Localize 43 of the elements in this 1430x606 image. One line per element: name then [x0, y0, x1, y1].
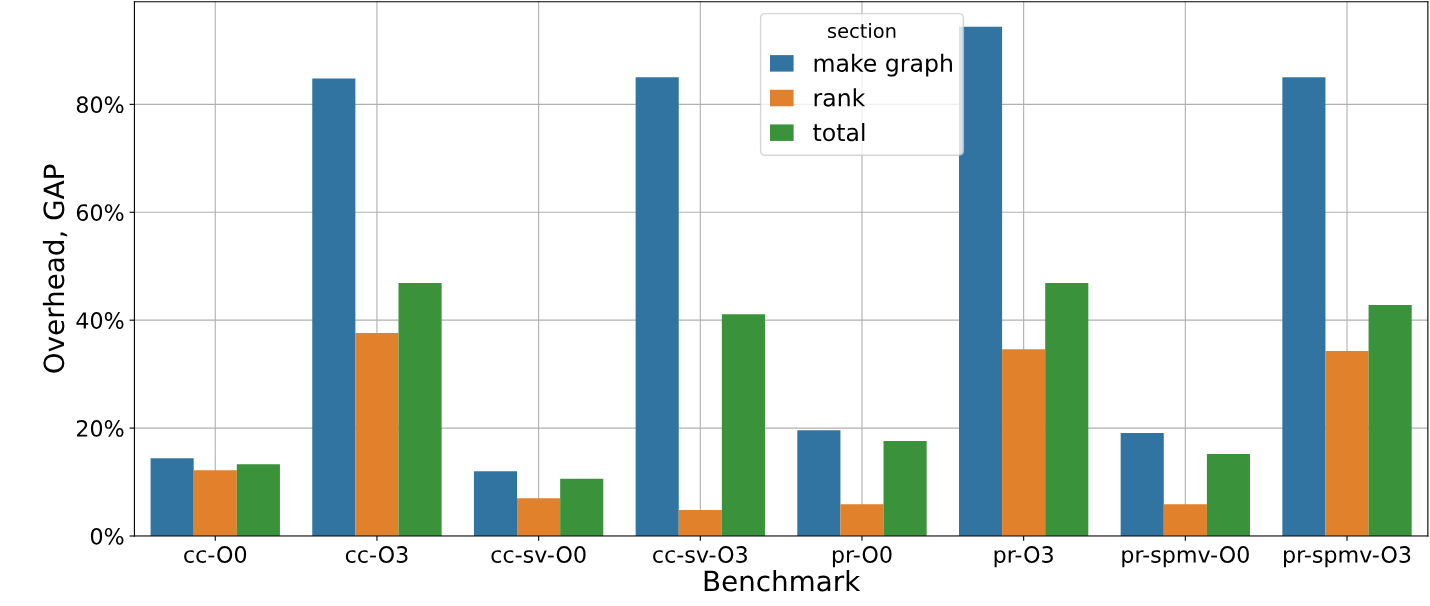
- x-tick-label: cc-O0: [184, 546, 247, 563]
- bar: [473, 471, 518, 537]
- bar: [958, 26, 1003, 537]
- bar: [1368, 305, 1412, 537]
- x-axis-title: Benchmark: [704, 570, 861, 592]
- x-tick-label: pr-O3: [994, 546, 1053, 568]
- bar: [1002, 349, 1046, 537]
- legend-label: rank: [814, 88, 866, 107]
- bar: [1282, 77, 1326, 537]
- bar: [883, 441, 927, 537]
- bar: [721, 314, 765, 537]
- y-axis-title: Overhead, GAP: [42, 164, 68, 373]
- y-tick-label: 20%: [76, 420, 124, 437]
- bar: [797, 430, 841, 537]
- y-tick-label: 40%: [76, 312, 124, 329]
- bar: [1325, 350, 1369, 537]
- bar: [840, 504, 884, 537]
- x-tick-label: pr-spmv-O0: [1122, 546, 1249, 568]
- legend-title: section: [828, 23, 896, 39]
- x-tick-label: pr-spmv-O3: [1284, 546, 1411, 568]
- y-tick-label: 60%: [76, 204, 124, 222]
- x-tick-label: cc-sv-O3: [653, 546, 747, 563]
- x-tick-label: pr-O0: [832, 546, 892, 568]
- y-tick-label: 0%: [90, 527, 124, 545]
- bar: [1120, 432, 1164, 537]
- bar: [193, 470, 237, 537]
- x-tick-label: cc-sv-O0: [491, 546, 586, 563]
- bar: [517, 498, 561, 537]
- bar: [1045, 282, 1089, 537]
- bar: [560, 478, 604, 537]
- bar: [1206, 453, 1251, 537]
- bar: [1163, 504, 1207, 537]
- x-tick-label: cc-O3: [345, 546, 408, 563]
- bar: [398, 282, 442, 537]
- bar: [635, 77, 679, 537]
- bar: [355, 333, 399, 537]
- bar: [236, 464, 280, 537]
- y-tick-label: 80%: [76, 96, 124, 114]
- bar: [678, 510, 722, 537]
- bar: [312, 78, 356, 537]
- legend-label: total: [813, 123, 865, 142]
- bar: [150, 458, 194, 537]
- legend-label: make graph: [814, 53, 952, 77]
